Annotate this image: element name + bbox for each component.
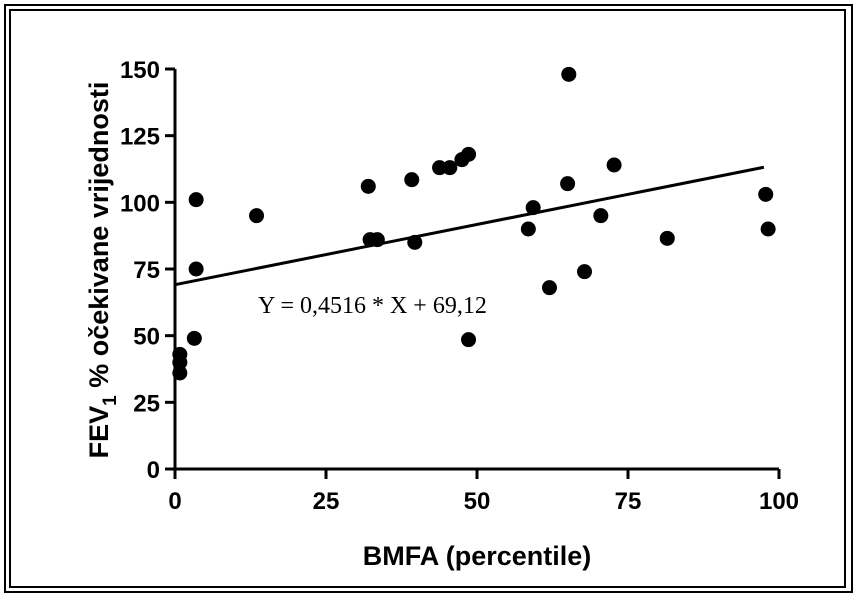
x-tick-label: 0 (168, 488, 181, 515)
data-point (525, 200, 541, 216)
data-point (249, 208, 265, 224)
data-point (442, 160, 458, 176)
data-point (360, 178, 376, 194)
data-point (520, 221, 536, 237)
y-tick-label: 25 (133, 390, 160, 417)
y-tick-label: 50 (133, 324, 160, 351)
outer-frame (4, 4, 853, 593)
y-axis-title-main: FEV (84, 406, 114, 459)
data-point (758, 186, 774, 202)
data-point (172, 365, 188, 381)
y-tick-label: 125 (120, 124, 160, 151)
data-point (561, 66, 577, 82)
data-point (188, 261, 204, 277)
data-point (188, 192, 204, 208)
data-point (560, 176, 576, 192)
data-point (369, 232, 385, 248)
x-tick-label: 100 (759, 488, 799, 515)
data-point (404, 172, 420, 188)
data-point (541, 280, 557, 296)
x-tick-label: 25 (313, 488, 340, 515)
data-point (461, 332, 477, 348)
data-point (606, 157, 622, 173)
data-point (593, 208, 609, 224)
y-axis-title-rest: % očekivane vrijednosti (84, 82, 114, 396)
x-axis-title: BMFA (percentile) (363, 541, 592, 571)
inner-frame (9, 9, 846, 588)
y-axis-title: FEV1 % očekivane vrijednosti (84, 82, 121, 459)
ticks: 0 25 50 75 100 0 25 50 75 100 125 150 (120, 57, 799, 515)
data-points (172, 66, 776, 381)
data-point (186, 330, 202, 346)
regression-equation: Y = 0,4516 * X + 69,12 (258, 293, 487, 319)
data-point (577, 264, 593, 280)
y-axis-title-subscript: 1 (100, 395, 121, 406)
y-tick-label: 0 (147, 457, 160, 484)
data-point (461, 146, 477, 162)
y-tick-label: 75 (133, 257, 160, 284)
data-point (407, 234, 423, 250)
data-point (432, 160, 448, 176)
regression-line (174, 165, 765, 287)
x-tick-label: 75 (615, 488, 642, 515)
x-tick-label: 50 (464, 488, 491, 515)
axes (173, 69, 779, 471)
y-tick-label: 150 (120, 57, 160, 84)
y-tick-label: 100 (120, 190, 160, 217)
data-point (760, 221, 776, 237)
data-point (172, 354, 188, 370)
data-point (659, 230, 675, 246)
